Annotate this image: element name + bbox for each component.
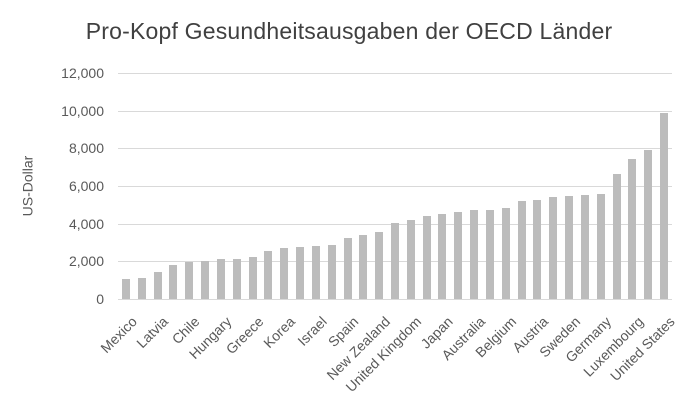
bar-32 xyxy=(612,173,621,299)
bar-10 xyxy=(264,250,273,299)
bar-30 xyxy=(580,195,589,299)
y-tick-label: 2,000 xyxy=(68,253,104,270)
bar-latvia xyxy=(153,271,162,299)
bar-2 xyxy=(137,278,146,299)
bar-mexico xyxy=(121,279,130,299)
bar-hungary xyxy=(216,259,225,299)
bar-korea xyxy=(280,248,289,299)
bar-greece xyxy=(248,256,257,299)
bar-8 xyxy=(232,258,241,299)
bar-australia xyxy=(470,210,479,299)
bar-12 xyxy=(296,247,305,299)
y-tick-label: 10,000 xyxy=(61,102,104,119)
bar-16 xyxy=(359,234,368,299)
y-tick-label: 12,000 xyxy=(61,65,104,81)
gridline xyxy=(118,73,672,74)
bar-belgium xyxy=(501,207,510,299)
x-tick-label: Israel xyxy=(293,313,330,349)
bar-6 xyxy=(201,261,210,299)
bar-spain xyxy=(343,237,352,299)
bar-united-states xyxy=(660,112,669,299)
x-tick-label: Korea xyxy=(260,313,298,352)
gridline xyxy=(118,186,672,187)
y-tick-label: 4,000 xyxy=(68,215,104,232)
bar-22 xyxy=(454,212,463,299)
bar-luxembourg xyxy=(628,158,637,299)
y-tick-label: 8,000 xyxy=(68,140,104,157)
x-tick-label: Mexico xyxy=(96,313,140,356)
bar-28 xyxy=(549,197,558,299)
bar-24 xyxy=(485,209,494,299)
bar-18 xyxy=(391,222,399,299)
bar-26 xyxy=(517,201,526,299)
bar-new-zealand xyxy=(375,232,384,299)
bar-34 xyxy=(644,150,653,299)
chart-title: Pro-Kopf Gesundheitsausgaben der OECD Lä… xyxy=(85,18,613,44)
bar-4 xyxy=(169,265,178,299)
bar-israel xyxy=(311,246,320,299)
bar-sweden xyxy=(565,196,574,299)
bar-14 xyxy=(327,245,336,299)
y-tick-label: 0 xyxy=(96,291,104,307)
y-tick-label: 6,000 xyxy=(68,178,104,194)
x-axis-line xyxy=(118,299,672,300)
bar-germany xyxy=(596,194,605,299)
bar-austria xyxy=(533,200,542,299)
bar-chile xyxy=(185,262,194,299)
x-tick-label: Latvia xyxy=(133,313,172,352)
gridline xyxy=(118,148,672,150)
gridline xyxy=(118,110,672,112)
bar-united-kingdom xyxy=(406,219,415,299)
bar-japan xyxy=(438,214,447,299)
bar-20 xyxy=(422,216,431,299)
